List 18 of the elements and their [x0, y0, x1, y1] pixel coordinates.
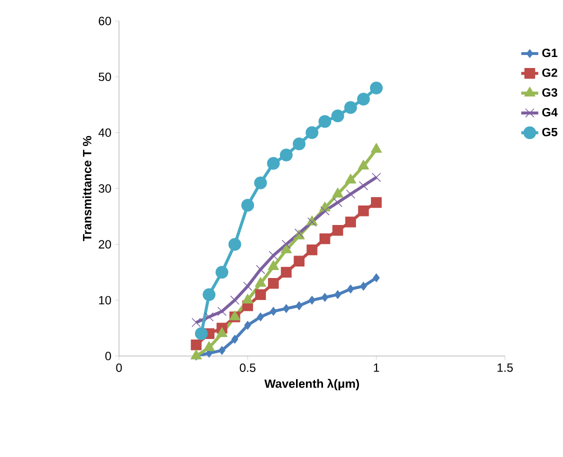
legend-label: G1	[542, 48, 558, 58]
x-tick-label: 1	[374, 364, 380, 372]
legend-label: G2	[542, 68, 558, 77]
legend-label: G3	[542, 88, 558, 97]
x-axis-title: Wavelenth λ(μm)	[264, 378, 360, 390]
y-axis-title: Transmittance T %	[82, 136, 92, 242]
y-tick-label: 40	[98, 128, 112, 137]
legend-label: G4	[542, 108, 558, 117]
x-tick-label: 0	[116, 364, 122, 372]
y-tick-label: 50	[98, 72, 112, 82]
y-tick-label: 0	[105, 352, 112, 360]
x-tick-label: 1.5	[498, 364, 513, 372]
y-tick-label: 20	[98, 240, 112, 249]
y-tick-label: 10	[99, 296, 112, 304]
x-tick-label: 0.5	[240, 364, 256, 372]
legend-label: G5	[542, 128, 558, 136]
y-tick-label: 30	[98, 184, 112, 193]
y-tick-label: 60	[98, 16, 112, 26]
